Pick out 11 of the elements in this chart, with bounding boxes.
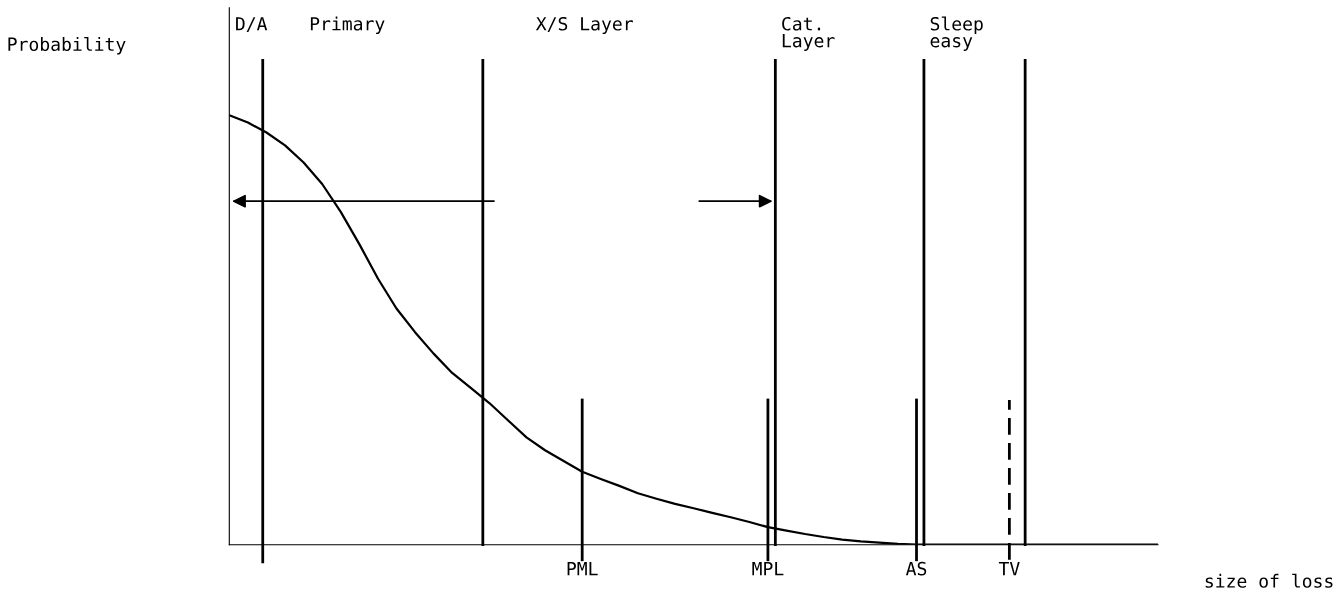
text: X/S Layer <box>535 16 633 35</box>
x-tick-label: MPL <box>752 562 784 576</box>
text: Primary <box>310 16 385 35</box>
text: Sleep easy <box>930 16 983 51</box>
x-axis-title: size of loss <box>1205 573 1333 588</box>
text: D/A <box>236 17 268 33</box>
text: Cat. Layer <box>782 16 835 51</box>
text: Probability <box>8 36 126 55</box>
x-tick-label: AS <box>905 561 927 576</box>
x-tick-label: TV <box>998 562 1020 576</box>
x-tick-label: PML <box>567 562 598 576</box>
